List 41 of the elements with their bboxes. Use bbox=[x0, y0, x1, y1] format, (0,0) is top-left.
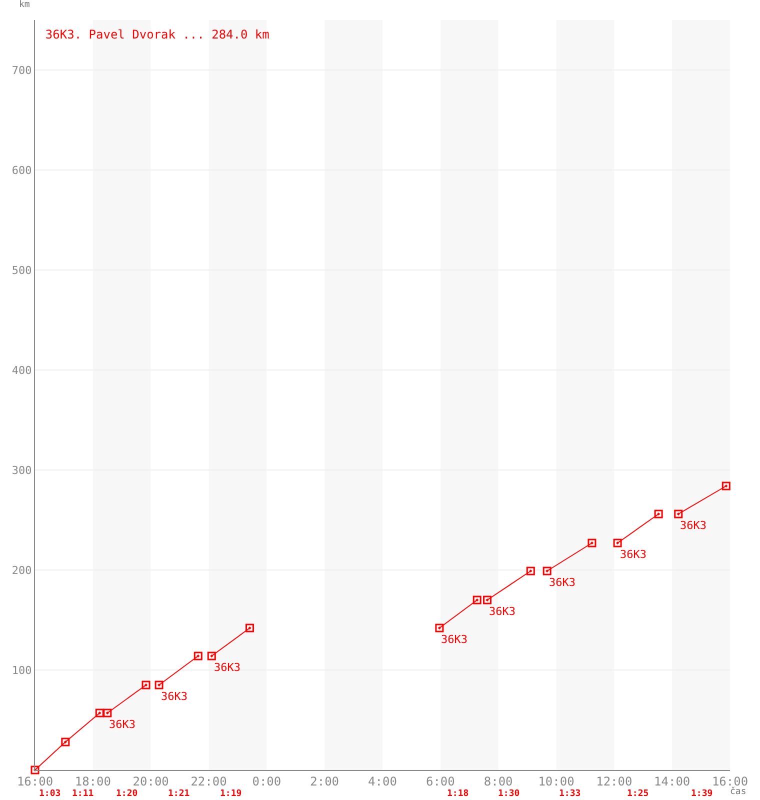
annotation: 36K3 bbox=[109, 718, 136, 731]
x-tick-label: 6:00 bbox=[426, 774, 455, 788]
text: 1:20 bbox=[116, 789, 138, 799]
x-tick-label: 20:00 bbox=[132, 774, 169, 788]
x-tick-label: 22:00 bbox=[190, 774, 227, 788]
annotation: 36K3 bbox=[680, 519, 706, 532]
y-tick-label: 600 bbox=[12, 164, 32, 177]
x-tick-label: 18:00 bbox=[74, 774, 111, 788]
x-tick-label: 16:00 bbox=[16, 774, 54, 788]
x-tick-label: 10:00 bbox=[538, 774, 574, 788]
x-tick-label: 2:00 bbox=[310, 774, 340, 788]
x-axis-title: čas bbox=[730, 786, 746, 797]
x-tick-label: 16:00 bbox=[712, 774, 748, 788]
annotation: 36K3 bbox=[214, 661, 240, 674]
y-tick-label: 300 bbox=[12, 464, 32, 477]
text: 1:30 bbox=[498, 789, 520, 799]
y-tick-label: 200 bbox=[12, 564, 32, 577]
x-tick-label: 0:00 bbox=[252, 774, 282, 788]
x-tick-label: 14:00 bbox=[654, 774, 690, 788]
y-tick-label: 100 bbox=[12, 664, 32, 677]
annotation: 36K3 bbox=[549, 576, 576, 589]
text: 1:25 bbox=[627, 789, 649, 799]
text: 1:33 bbox=[559, 789, 581, 799]
text: 1:03 bbox=[39, 789, 61, 799]
annotation: 36K3 bbox=[441, 633, 468, 646]
annotation: 36K3 bbox=[161, 690, 188, 703]
text: 1:19 bbox=[220, 789, 242, 799]
annotation: 36K3 bbox=[489, 605, 516, 618]
x-tick-label: 8:00 bbox=[484, 774, 513, 788]
text: 1:21 bbox=[168, 789, 190, 799]
text: 36K3. Pavel Dvorak ... 284.0 km bbox=[45, 27, 270, 42]
y-tick-label: 400 bbox=[12, 364, 32, 377]
text: 1:11 bbox=[72, 789, 94, 799]
y-tick-label: 700 bbox=[12, 64, 32, 77]
text: 1:18 bbox=[447, 789, 469, 799]
text: 1:39 bbox=[691, 789, 713, 799]
y-axis-title: km bbox=[19, 0, 30, 10]
annotation: 36K3 bbox=[620, 548, 646, 561]
y-tick-label: 500 bbox=[12, 264, 32, 277]
x-tick-label: 4:00 bbox=[368, 774, 397, 788]
x-tick-label: 12:00 bbox=[596, 774, 632, 788]
